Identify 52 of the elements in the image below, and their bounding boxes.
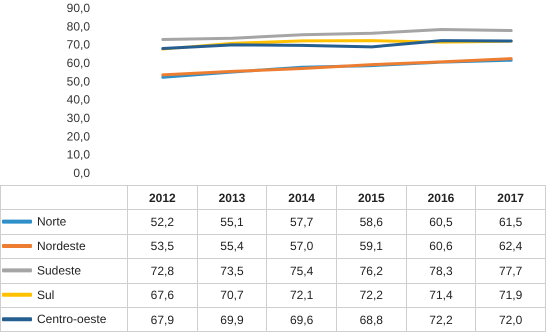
data-label: 61,5 xyxy=(476,210,546,234)
y-tick-label: 50,0 xyxy=(66,74,90,88)
data-label: 55,1 xyxy=(197,210,267,234)
data-label: 59,1 xyxy=(336,234,406,259)
data-label: 72,0 xyxy=(476,307,546,332)
legend-label: Sul xyxy=(37,288,54,302)
data-label: 52,2 xyxy=(128,210,198,234)
data-label: 72,8 xyxy=(128,258,198,284)
y-tick-label: 30,0 xyxy=(66,111,90,125)
y-tick-label: 20,0 xyxy=(66,129,90,144)
data-label: 68,8 xyxy=(336,307,406,332)
data-label: 71,4 xyxy=(406,283,476,308)
data-label: 69,6 xyxy=(266,307,336,332)
data-label: 76,2 xyxy=(336,258,406,284)
data-label: 72,2 xyxy=(406,307,476,332)
data-label: 71,9 xyxy=(476,283,546,308)
y-tick-label: 0,0 xyxy=(73,166,90,180)
legend-label: Nordeste xyxy=(37,239,86,253)
x-tick-label: 2013 xyxy=(197,186,267,210)
x-tick-label: 2012 xyxy=(128,186,198,210)
data-label: 72,1 xyxy=(266,283,336,308)
data-label: 53,5 xyxy=(128,234,198,259)
data-label: 67,6 xyxy=(128,283,198,308)
y-tick-label: 90,0 xyxy=(66,1,90,15)
line-series xyxy=(161,28,513,42)
data-label: 67,9 xyxy=(128,307,198,332)
data-label: 58,6 xyxy=(336,210,406,234)
y-tick-label: 80,0 xyxy=(66,19,90,34)
y-tick-label: 70,0 xyxy=(66,38,90,52)
data-label: 77,7 xyxy=(476,258,546,284)
data-label: 57,0 xyxy=(266,234,336,259)
x-tick-label: 2015 xyxy=(336,186,406,210)
data-label: 70,7 xyxy=(197,283,267,308)
y-tick-label: 10,0 xyxy=(66,148,90,162)
x-tick-label: 2017 xyxy=(476,186,546,210)
legend-label: Norte xyxy=(37,214,67,229)
data-label: 73,5 xyxy=(197,258,267,284)
y-tick-label: 40,0 xyxy=(66,92,90,107)
x-tick-label: 2016 xyxy=(406,186,476,210)
data-label: 57,7 xyxy=(266,210,336,234)
data-label: 78,3 xyxy=(406,258,476,284)
legend-label: Sudeste xyxy=(37,263,82,278)
data-label: 62,4 xyxy=(476,234,546,259)
data-label: 55,4 xyxy=(197,234,267,259)
data-label: 75,4 xyxy=(266,258,336,284)
legend-label: Centro-oeste xyxy=(37,312,107,326)
data-label: 72,2 xyxy=(336,283,406,308)
data-label: 60,6 xyxy=(406,234,476,259)
x-tick-label: 2014 xyxy=(266,186,336,210)
data-label: 60,5 xyxy=(406,210,476,234)
data-label: 69,9 xyxy=(197,307,267,332)
y-tick-label: 60,0 xyxy=(66,56,90,70)
